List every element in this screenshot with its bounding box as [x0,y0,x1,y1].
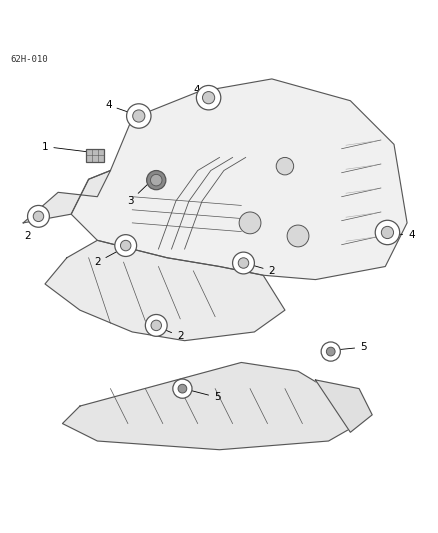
Text: 2: 2 [160,328,183,341]
Circle shape [321,342,339,361]
Circle shape [276,157,293,175]
Circle shape [115,235,136,256]
Polygon shape [62,362,358,450]
Circle shape [381,227,392,239]
Text: 2: 2 [24,222,37,241]
Circle shape [374,220,399,245]
Text: 5: 5 [186,389,220,402]
Circle shape [146,171,166,190]
Circle shape [145,314,167,336]
Text: 2: 2 [94,248,123,267]
Circle shape [325,347,334,356]
Circle shape [120,240,131,251]
Circle shape [178,384,186,393]
Text: 4: 4 [105,100,133,114]
Circle shape [238,258,248,268]
Circle shape [33,211,44,222]
Circle shape [239,212,260,234]
Circle shape [126,104,151,128]
Circle shape [150,174,162,186]
Polygon shape [315,380,371,432]
Circle shape [28,205,49,227]
Polygon shape [71,79,406,280]
Text: 2: 2 [247,264,275,276]
Polygon shape [45,240,284,341]
Text: 5: 5 [334,342,366,352]
Text: 1: 1 [42,142,88,152]
Circle shape [151,320,161,330]
Circle shape [173,379,191,398]
Text: 4: 4 [390,230,414,240]
Circle shape [196,85,220,110]
Polygon shape [23,171,110,223]
Circle shape [232,252,254,274]
Circle shape [132,110,145,122]
Text: 62H-010: 62H-010 [10,55,48,64]
Circle shape [202,92,214,104]
Text: 4: 4 [193,85,205,95]
Text: 3: 3 [127,184,147,206]
Bar [86,149,104,162]
Circle shape [286,225,308,247]
